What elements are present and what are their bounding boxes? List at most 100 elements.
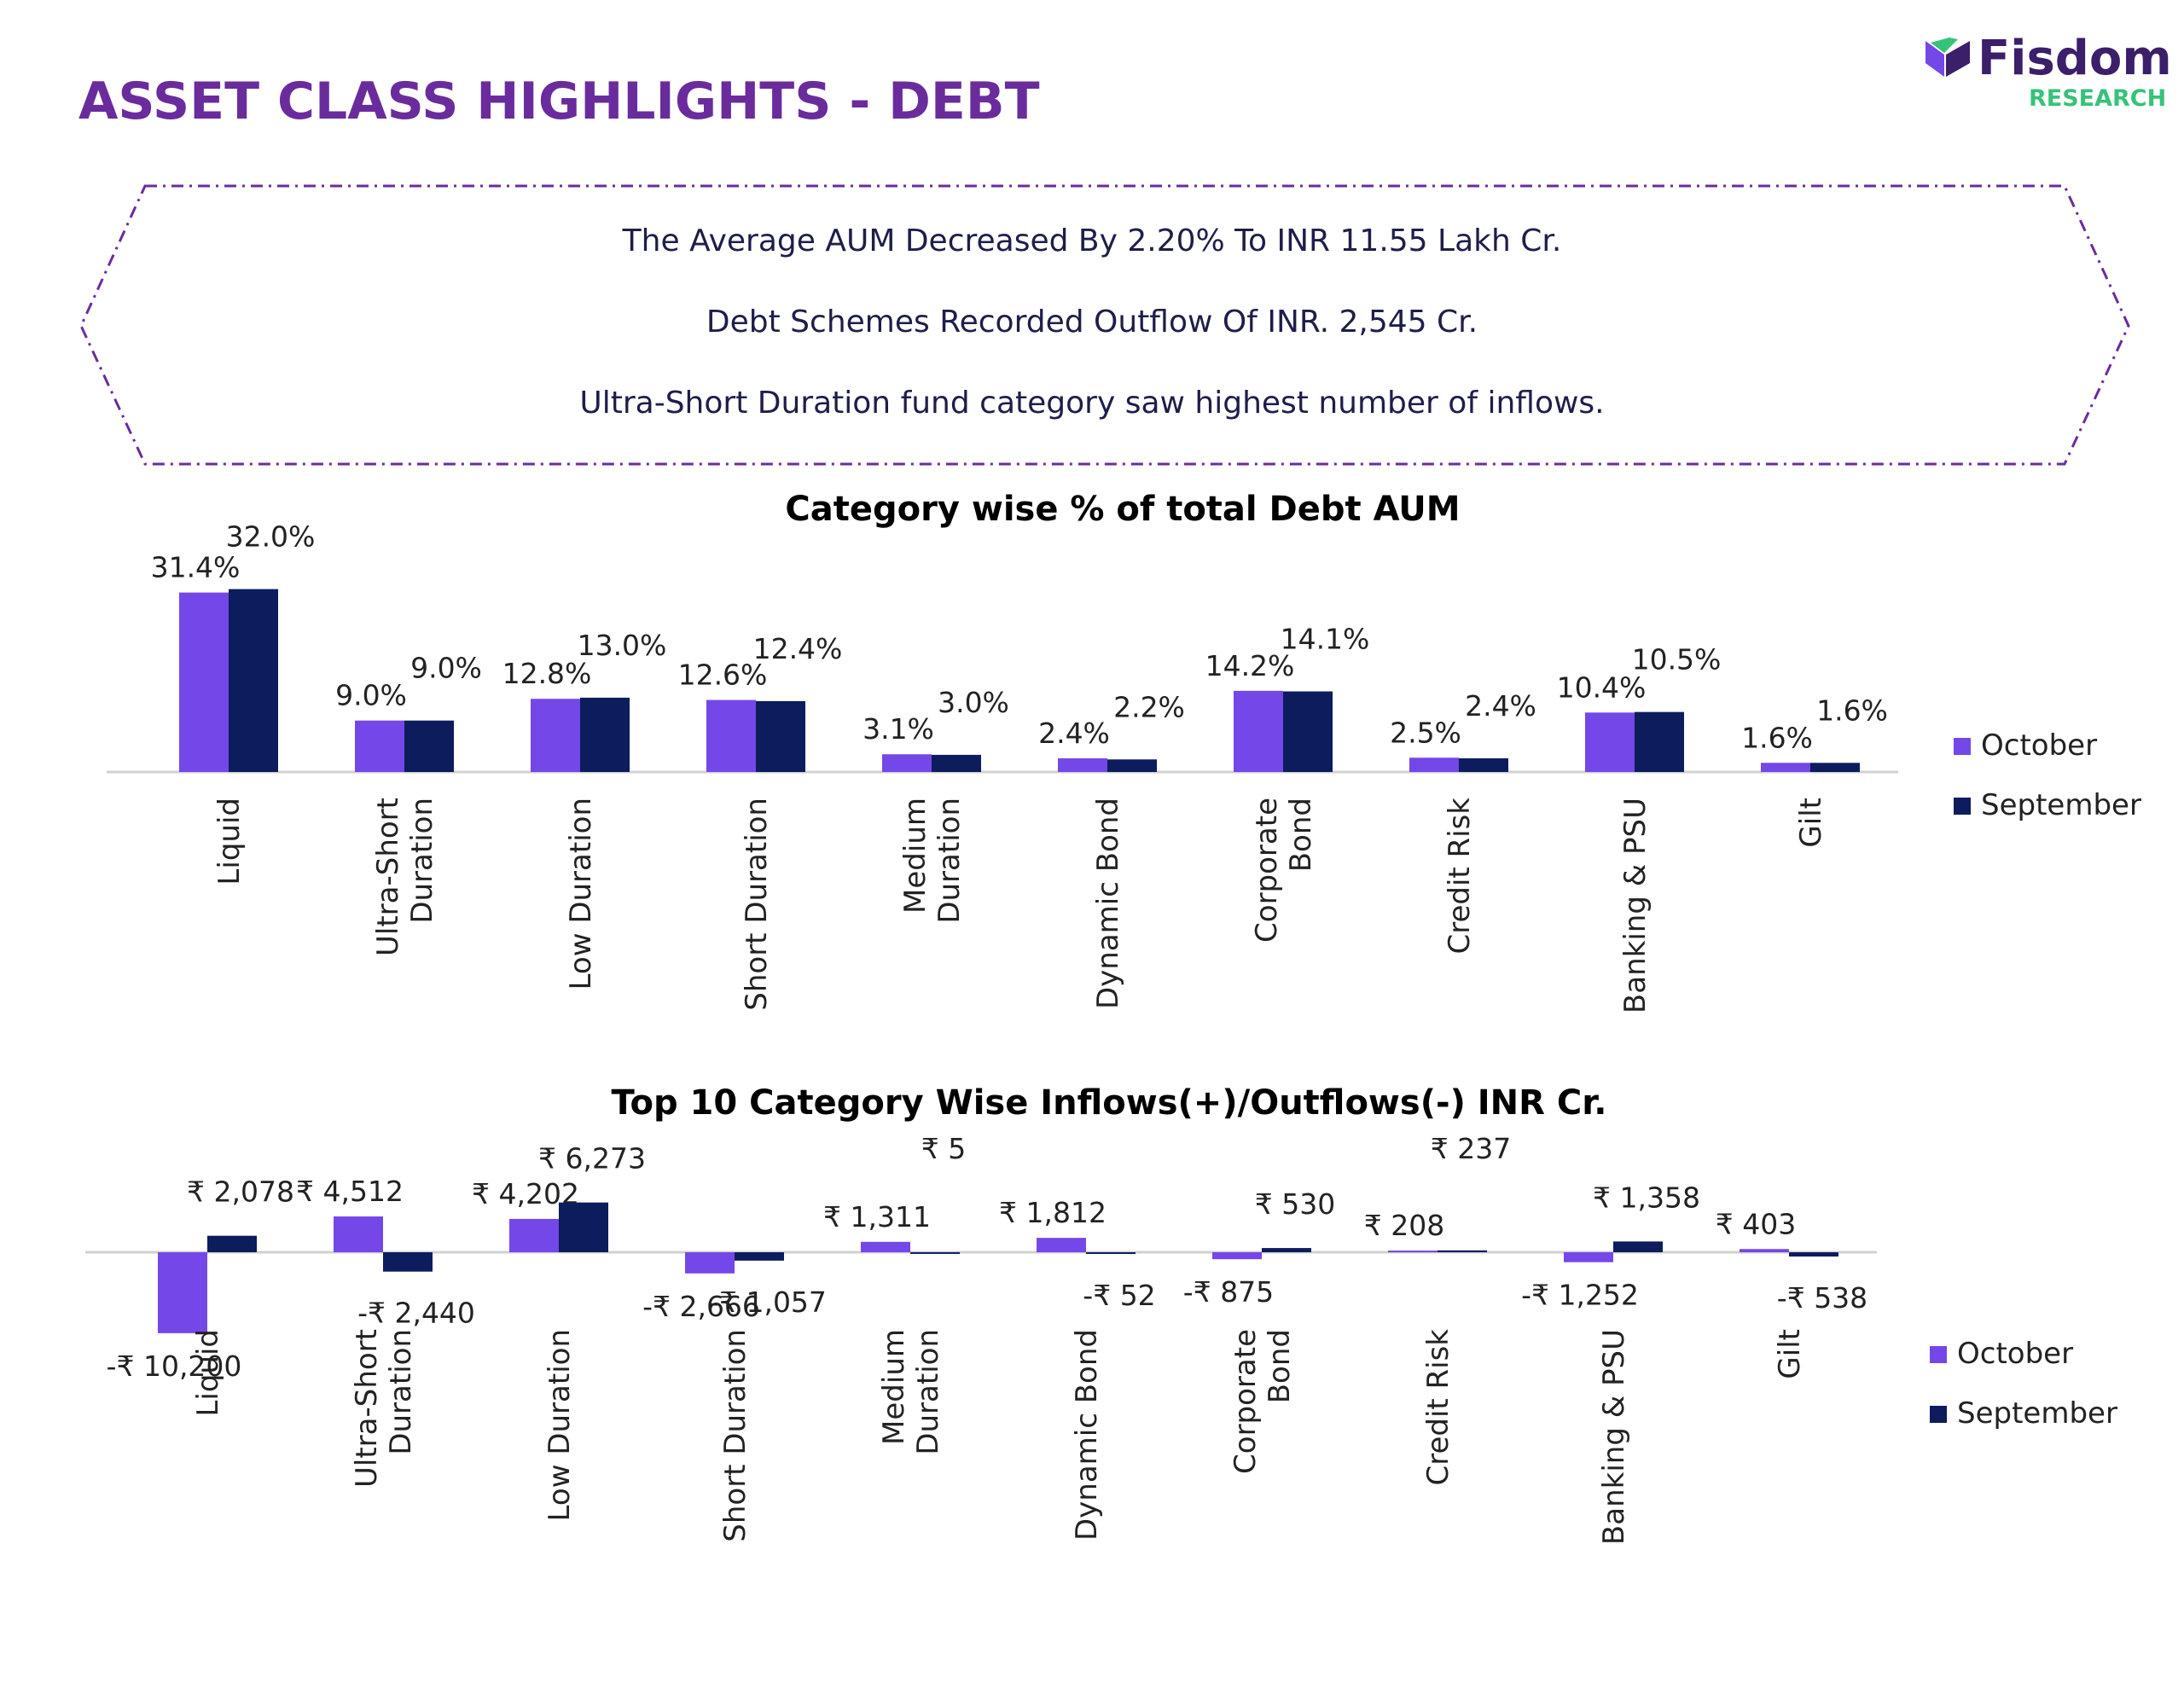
bar-october — [334, 1216, 383, 1252]
data-label-september: -₹ 52 — [1083, 1279, 1155, 1312]
legend-swatch-september — [1954, 798, 1971, 815]
bar-october — [1585, 712, 1635, 772]
category-label-text: Banking & PSU — [1618, 798, 1653, 1013]
data-label-september: 14.1% — [1281, 623, 1370, 656]
data-label-october: 2.5% — [1390, 716, 1461, 749]
category-label: Medium Duration — [898, 798, 967, 924]
data-label-september: 32.0% — [226, 520, 316, 554]
category-label-text: Ultra-Short — [350, 1329, 384, 1488]
category-label-text: Duration — [932, 798, 967, 924]
category-label-text: Short Duration — [740, 798, 774, 1011]
data-label-september: 2.2% — [1113, 690, 1185, 723]
category-label-text: Dynamic Bond — [1070, 1329, 1104, 1541]
data-label-september: ₹ 530 — [1255, 1187, 1335, 1221]
data-label-october: ₹ 403 — [1716, 1207, 1796, 1240]
legend-label-september: September — [1957, 1396, 2117, 1431]
category-label-text: Liquid — [191, 1329, 225, 1417]
data-label-october: -₹ 10,200 — [107, 1349, 242, 1383]
category-label-text: Gilt — [1773, 1329, 1807, 1379]
category-label-text: Bond — [1263, 1329, 1297, 1403]
bar-october — [706, 699, 756, 772]
logo-name: Fisdom — [1978, 31, 2172, 86]
category-label-text: Low Duration — [564, 798, 598, 990]
category-label: Banking & PSU — [1597, 1329, 1631, 1545]
data-label-october: ₹ 1,311 — [823, 1200, 931, 1233]
category-label-text: Low Duration — [543, 1329, 577, 1521]
data-label-september: 12.4% — [753, 632, 843, 665]
bar-october — [861, 1241, 910, 1252]
bar-october — [509, 1218, 559, 1252]
bar-october — [1740, 1249, 1789, 1252]
data-label-september: -₹ 2,440 — [357, 1297, 475, 1330]
data-label-september: 13.0% — [578, 629, 667, 662]
category-label: Liquid — [191, 1329, 225, 1417]
category-label: Ultra-Short Duration — [371, 798, 439, 956]
chart-title: Top 10 Category Wise Inflows(+)/Outflows… — [612, 1083, 1607, 1123]
bar-september — [1262, 1248, 1311, 1252]
bar-october — [158, 1252, 207, 1333]
category-label: Dynamic Bond — [1070, 1329, 1104, 1541]
bar-september — [559, 1202, 608, 1252]
aum-share-chart: Category wise % of total Debt AUM 31.4%32… — [107, 490, 2141, 1013]
bar-september — [404, 720, 454, 772]
bar-october — [531, 699, 580, 772]
category-label-text: Short Duration — [718, 1329, 752, 1542]
data-label-october: -₹ 875 — [1183, 1275, 1274, 1309]
bar-october — [1212, 1252, 1262, 1260]
category-label: Gilt — [1773, 1329, 1807, 1379]
bar-october — [882, 754, 932, 772]
category-label: Low Duration — [564, 798, 598, 990]
legend-swatch-october — [1954, 738, 1971, 755]
legend-label-october: October — [1981, 728, 2097, 763]
bar-september — [910, 1251, 960, 1254]
bar-october — [1388, 1251, 1438, 1253]
bar-september — [1613, 1241, 1663, 1252]
category-label-text: Medium — [898, 798, 932, 914]
category-label: Low Duration — [543, 1329, 577, 1521]
bar-september — [1086, 1252, 1136, 1254]
data-label-september: ₹ 6,273 — [538, 1142, 646, 1175]
bar-september — [756, 700, 805, 772]
category-label: Short Duration — [718, 1329, 752, 1542]
bar-september — [207, 1235, 257, 1252]
category-label-text: Credit Risk — [1421, 1329, 1455, 1486]
bar-october — [1409, 757, 1459, 772]
fisdom-logo-icon — [1926, 38, 1970, 77]
category-label: Credit Risk — [1443, 798, 1477, 955]
data-label-september: 3.0% — [938, 686, 1009, 719]
category-label: Credit Risk — [1421, 1329, 1455, 1486]
data-label-october: 12.8% — [502, 657, 592, 690]
data-label-october: ₹ 4,512 — [296, 1175, 404, 1208]
category-label: Medium Duration — [877, 1329, 945, 1455]
legend-swatch-september — [1930, 1406, 1947, 1423]
bar-october — [1234, 690, 1283, 772]
category-label: Liquid — [212, 798, 247, 885]
data-label-october: -₹ 2,666 — [642, 1290, 760, 1323]
category-label-text: Medium — [877, 1329, 911, 1445]
highlight-outflow: Debt Schemes Recorded Outflow Of INR. 2,… — [706, 305, 1478, 340]
bar-september — [1283, 691, 1333, 772]
data-label-september: ₹ 237 — [1431, 1132, 1511, 1165]
bar-september — [1635, 711, 1684, 772]
bar-september — [735, 1252, 784, 1261]
bar-september — [1459, 757, 1508, 772]
highlight-inflows: Ultra-Short Duration fund category saw h… — [579, 386, 1605, 421]
bar-october — [685, 1252, 735, 1274]
logo-tagline: RESEARCH — [2029, 85, 2167, 112]
chart-title: Category wise % of total Debt AUM — [785, 490, 1460, 529]
data-label-october: 10.4% — [1557, 670, 1647, 704]
highlight-aum: The Average AUM Decreased By 2.20% To IN… — [622, 223, 1562, 258]
category-label-text: Bond — [1284, 798, 1318, 872]
bar-october — [355, 720, 404, 772]
category-label: Dynamic Bond — [1091, 798, 1125, 1009]
category-label-text: Corporate — [1250, 798, 1284, 943]
page-title: ASSET CLASS HIGHLIGHTS - DEBT — [78, 72, 1040, 131]
data-label-september: 2.4% — [1465, 689, 1536, 723]
bar-september — [932, 754, 981, 772]
bar-september — [1438, 1250, 1487, 1252]
legend-label-september: September — [1981, 788, 2141, 822]
data-label-september: -₹ 538 — [1777, 1281, 1867, 1315]
bar-october — [1058, 757, 1107, 772]
data-label-october: 2.4% — [1038, 717, 1110, 750]
category-label-text: Duration — [911, 1329, 945, 1455]
